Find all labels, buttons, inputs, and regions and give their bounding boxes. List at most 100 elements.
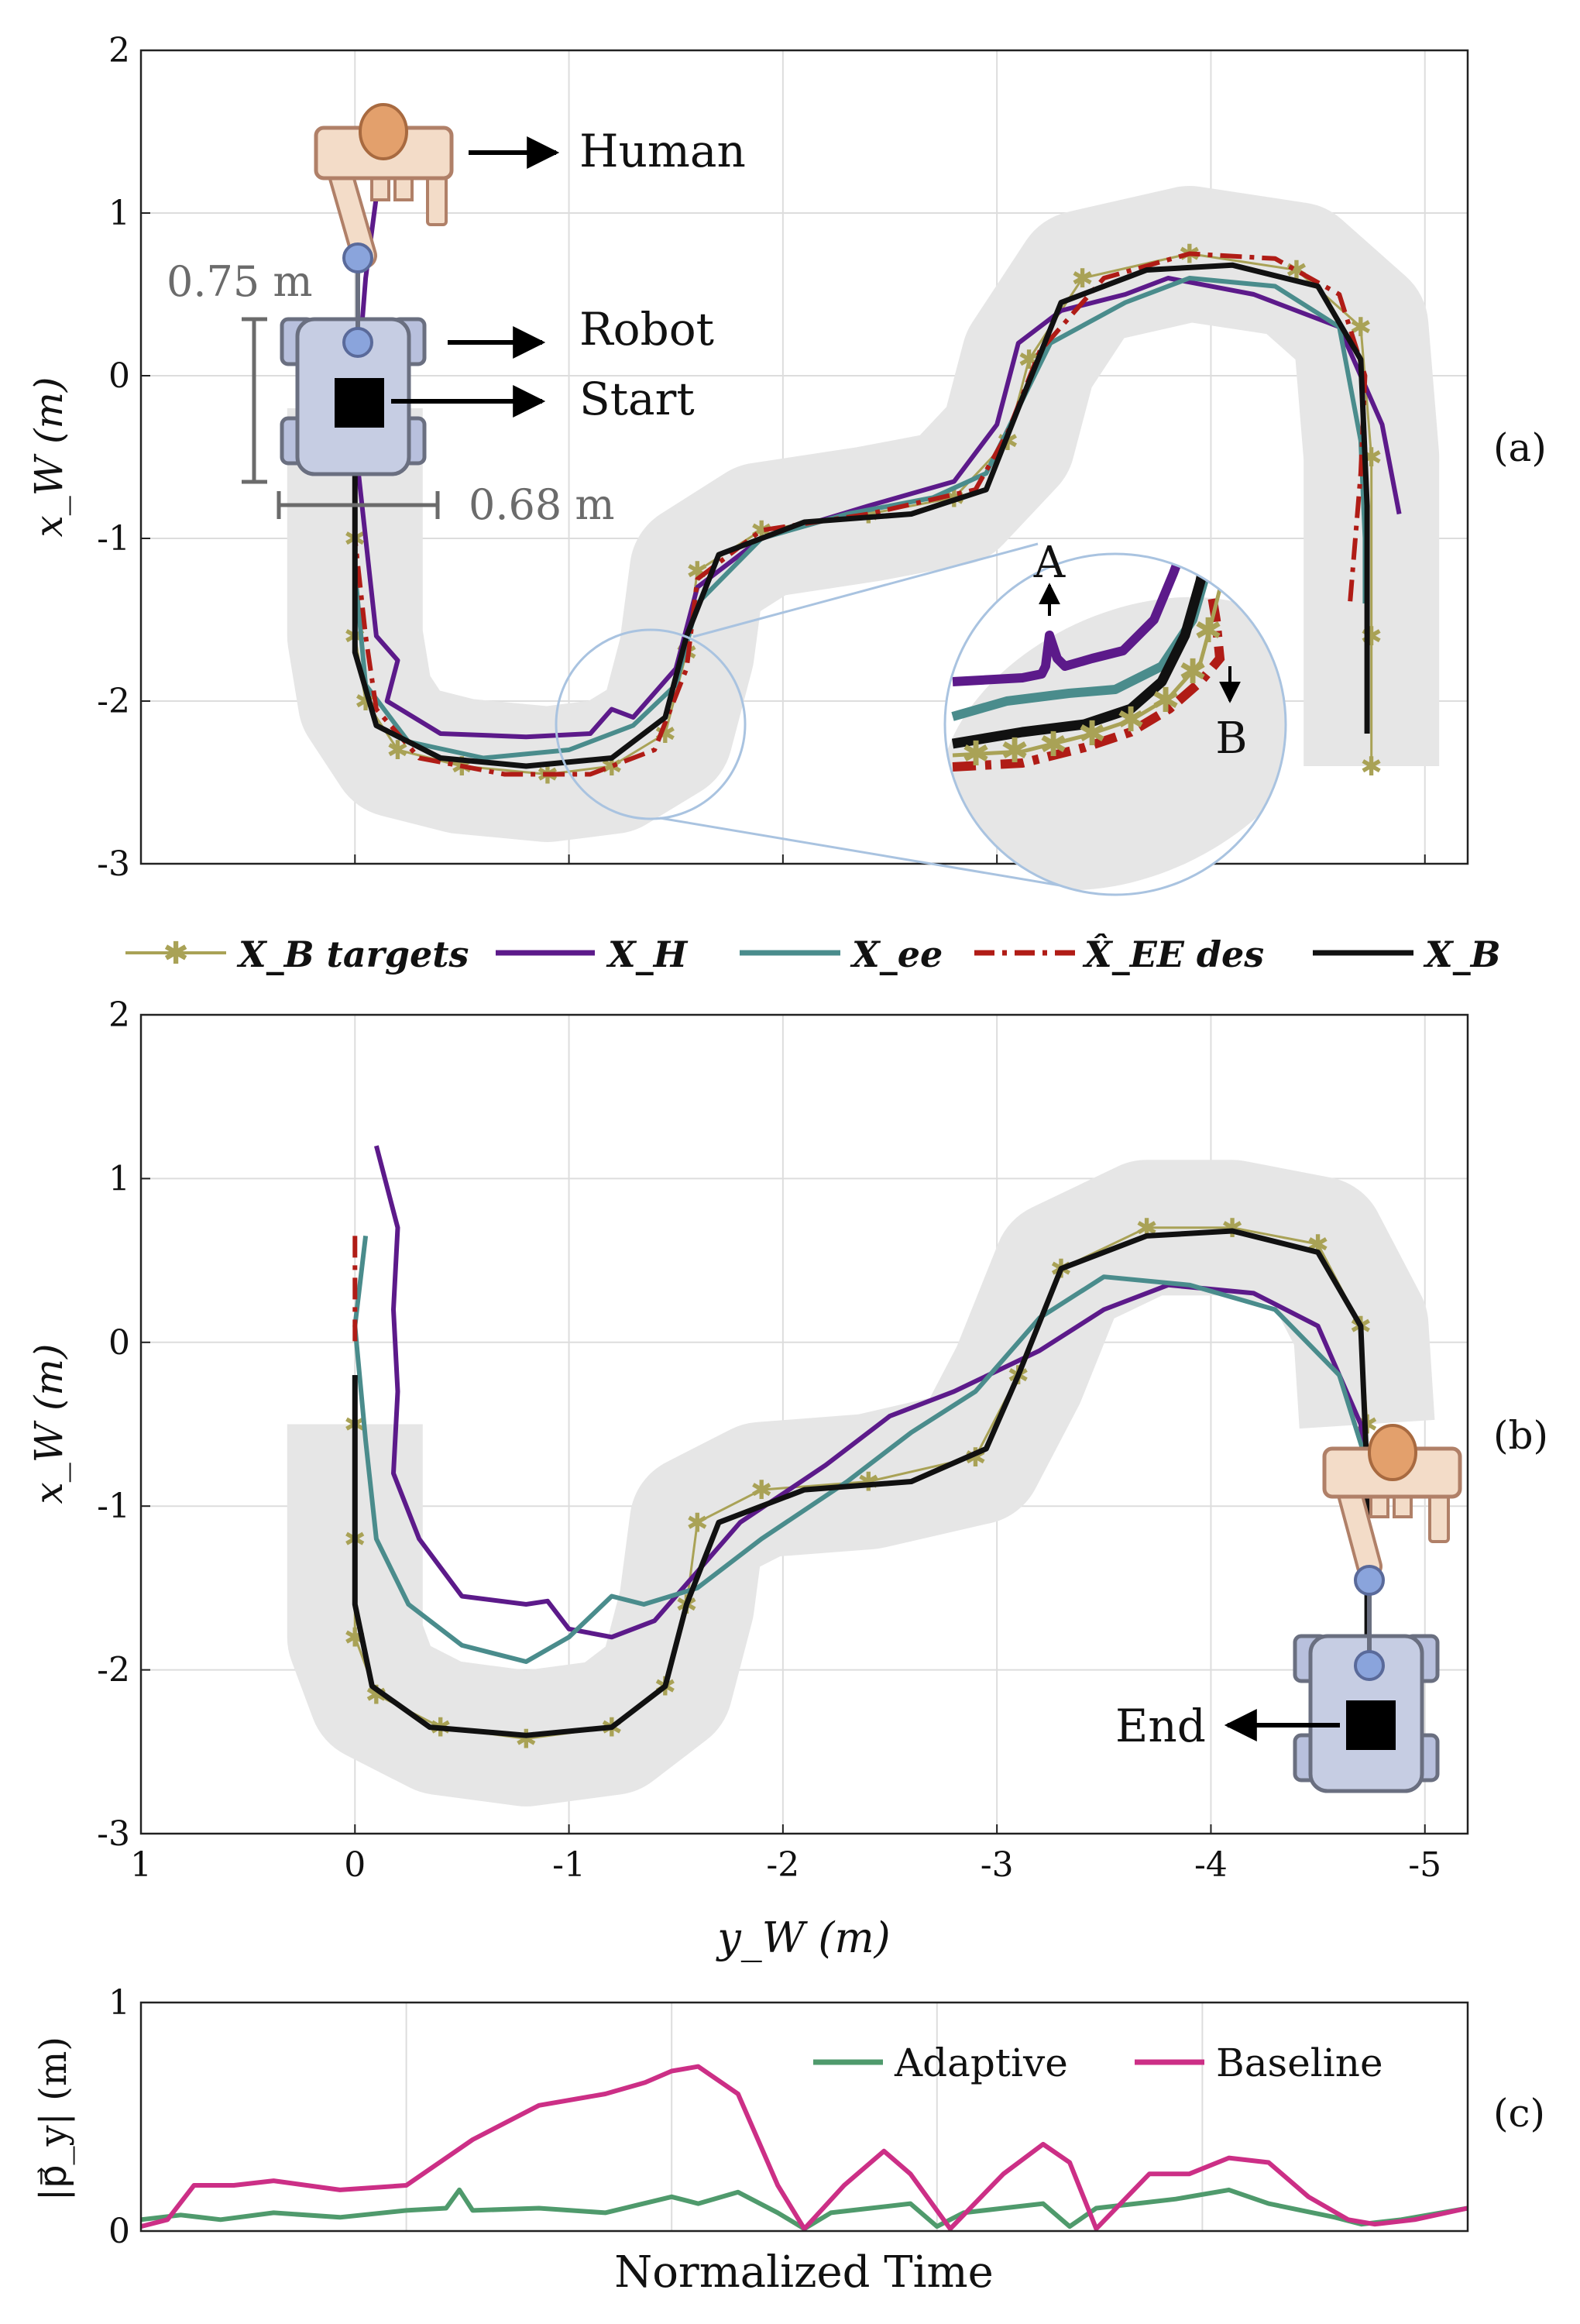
zoom-target-marker: ✱ — [1039, 725, 1068, 765]
legend-c-adaptive-label: Adaptive — [894, 2040, 1068, 2085]
legend-item-ee: X_ee — [740, 933, 943, 975]
series-ee — [352, 276, 1368, 761]
arm-joint-lower-end — [1354, 1650, 1385, 1681]
legend-item-base: X_B — [1313, 933, 1501, 975]
panel-c-ylabel: |p⃗_y| (m) — [32, 2037, 75, 2201]
legend-item-ee-des: X̂_EE des — [974, 933, 1264, 975]
zoom-human-line — [952, 554, 1190, 686]
end-label: End — [1115, 1700, 1206, 1752]
zoom-target-marker: ✱ — [1179, 652, 1207, 692]
series-base-top — [352, 1228, 1370, 1738]
arm-joint-lower — [342, 327, 373, 358]
x-tick-label: 1 — [130, 1845, 152, 1885]
zoom-label-b: B — [1215, 713, 1247, 764]
y-tick-label: 2 — [108, 31, 130, 70]
zoom-ee-des-line — [952, 596, 1225, 772]
series-base-top — [352, 262, 1370, 769]
panel-a: ✱✱✱✱✱✱✱✱✱✱✱✱✱✱✱✱✱✱✱✱✱✱✱ 2 1 0 -1 -2 -3 x_W (m… — [26, 31, 1547, 896]
panel-c-series — [140, 2064, 1468, 2232]
robot-label: Robot — [579, 303, 714, 356]
panel-c-ticks: 01 — [108, 1983, 150, 2251]
x-tick-label: 0 — [344, 1845, 366, 1885]
dimension-horizontal — [276, 491, 440, 519]
legend-ab: ✱ X_B targets X_H X_ee X̂_EE des X_B — [125, 933, 1501, 975]
human-label: Human — [579, 125, 746, 177]
x-tick-label: -2 — [766, 1845, 799, 1885]
y-tick-label: 1 — [108, 1159, 130, 1198]
panel-b-frame — [139, 1013, 1469, 1835]
y-tick-label: 0 — [108, 356, 130, 396]
dimension-horizontal-label: 0.68 m — [469, 480, 615, 529]
y-tick-label: -2 — [97, 1651, 130, 1690]
zoom-connector-bottom — [659, 816, 1116, 896]
y-tick-label: 1 — [108, 1983, 130, 2023]
y-tick-label: 2 — [108, 995, 130, 1035]
legend-item-targets: ✱ X_B targets — [125, 933, 469, 975]
panel-b-label: (b) — [1493, 1413, 1548, 1458]
y-tick-label: 0 — [108, 2212, 130, 2251]
panel-c-label: (c) — [1493, 2091, 1545, 2136]
legend-label-human: X_H — [606, 933, 689, 975]
legend-item-human: X_H — [496, 933, 689, 975]
series-baseline — [140, 2064, 1468, 2232]
panel-c-frame — [139, 2001, 1469, 2233]
panel-a-label: (a) — [1493, 425, 1547, 470]
dimension-vertical — [242, 317, 267, 484]
zoom-connector-top — [692, 542, 1039, 638]
panel-b-series: ✱✱✱✱✱ ✱ ✱✱✱✱✱ ✱✱✱✱✱ ✱✱✱✱ — [344, 1145, 1378, 1755]
target-marker: ✱ — [1360, 621, 1382, 652]
zoom-target-marker: ✱ — [1117, 700, 1146, 740]
human-icon — [314, 103, 454, 269]
dimension-vertical-label: 0.75 m — [167, 257, 313, 306]
zoom-target-marker: ✱ — [1001, 731, 1029, 771]
zoom-target-marker: ✱ — [1078, 714, 1107, 754]
y-tick-label: 0 — [108, 1323, 130, 1363]
zoom-circle — [943, 552, 1287, 896]
start-marker — [335, 378, 384, 428]
panel-a-frame — [139, 49, 1469, 865]
svg-text:✱: ✱ — [163, 936, 189, 971]
panel-b: ✱✱✱✱✱ ✱ ✱✱✱✱✱ ✱✱✱✱✱ ✱✱✱✱ 1 0 -1 -2 -3 -4 -5210-1-2… — [26, 995, 1548, 1962]
y-tick-label: -1 — [97, 1487, 130, 1526]
y-tick-label: -3 — [97, 844, 130, 884]
y-tick-label: -2 — [97, 682, 130, 721]
zoom-target-marker: ✱ — [962, 734, 991, 774]
x-tick-label: -3 — [981, 1845, 1014, 1885]
end-illustration: End — [1115, 1424, 1462, 1793]
zoom-inset: ✱ ✱ ✱ ✱ ✱ ✱✱✱ A B — [555, 538, 1287, 896]
y-tick-label: -1 — [97, 519, 130, 559]
zoom-corridor — [945, 596, 1286, 891]
end-marker — [1346, 1700, 1396, 1750]
x-tick-label: -5 — [1408, 1845, 1441, 1885]
panel-a-ylabel: x_W (m) — [26, 377, 71, 538]
start-label: Start — [579, 373, 695, 425]
human-icon-end — [1322, 1424, 1462, 1580]
y-tick-label: -3 — [97, 1814, 130, 1854]
panel-c-grid — [405, 2003, 1204, 2231]
zoom-target-marker: ✱ — [1152, 681, 1180, 720]
zoom-target-stars: ✱ ✱ ✱ ✱ ✱ ✱✱✱ — [962, 611, 1223, 774]
zoom-source-circle — [555, 628, 747, 820]
target-marker: ✱ — [1360, 751, 1382, 782]
legend-label-targets: X_B targets — [236, 933, 469, 975]
zoom-target-marker: ✱ — [1194, 611, 1223, 651]
panel-b-ylabel: x_W (m) — [26, 1344, 71, 1504]
panel-b-ticks: 1 0 -1 -2 -3 -4 -5 2 1 0 -1 -2 -3 — [97, 995, 1441, 1885]
zoom-label-a: A — [1033, 538, 1066, 588]
legend-label-base: X_B — [1423, 933, 1501, 975]
zoom-targets-line — [952, 588, 1222, 758]
x-tick-label: -4 — [1194, 1845, 1228, 1885]
start-illustration: Human Robot Start 0.75 m 0.68 m — [167, 103, 746, 529]
target-marker: ✱ — [515, 1724, 538, 1755]
zoom-base-line — [951, 554, 1215, 749]
panel-a-ticks: 2 1 0 -1 -2 -3 — [97, 31, 1426, 884]
y-tick-label: 1 — [108, 194, 130, 233]
legend-label-ee: X_ee — [850, 933, 943, 975]
target-marker: ✱ — [686, 1508, 709, 1538]
series-ee — [352, 1236, 1368, 1664]
panel-c-xlabel: Normalized Time — [614, 2247, 994, 2298]
series-adaptive — [140, 2187, 1468, 2232]
legend-c: Adaptive Baseline — [813, 2040, 1383, 2085]
arm-joint-upper-end — [1354, 1565, 1385, 1596]
